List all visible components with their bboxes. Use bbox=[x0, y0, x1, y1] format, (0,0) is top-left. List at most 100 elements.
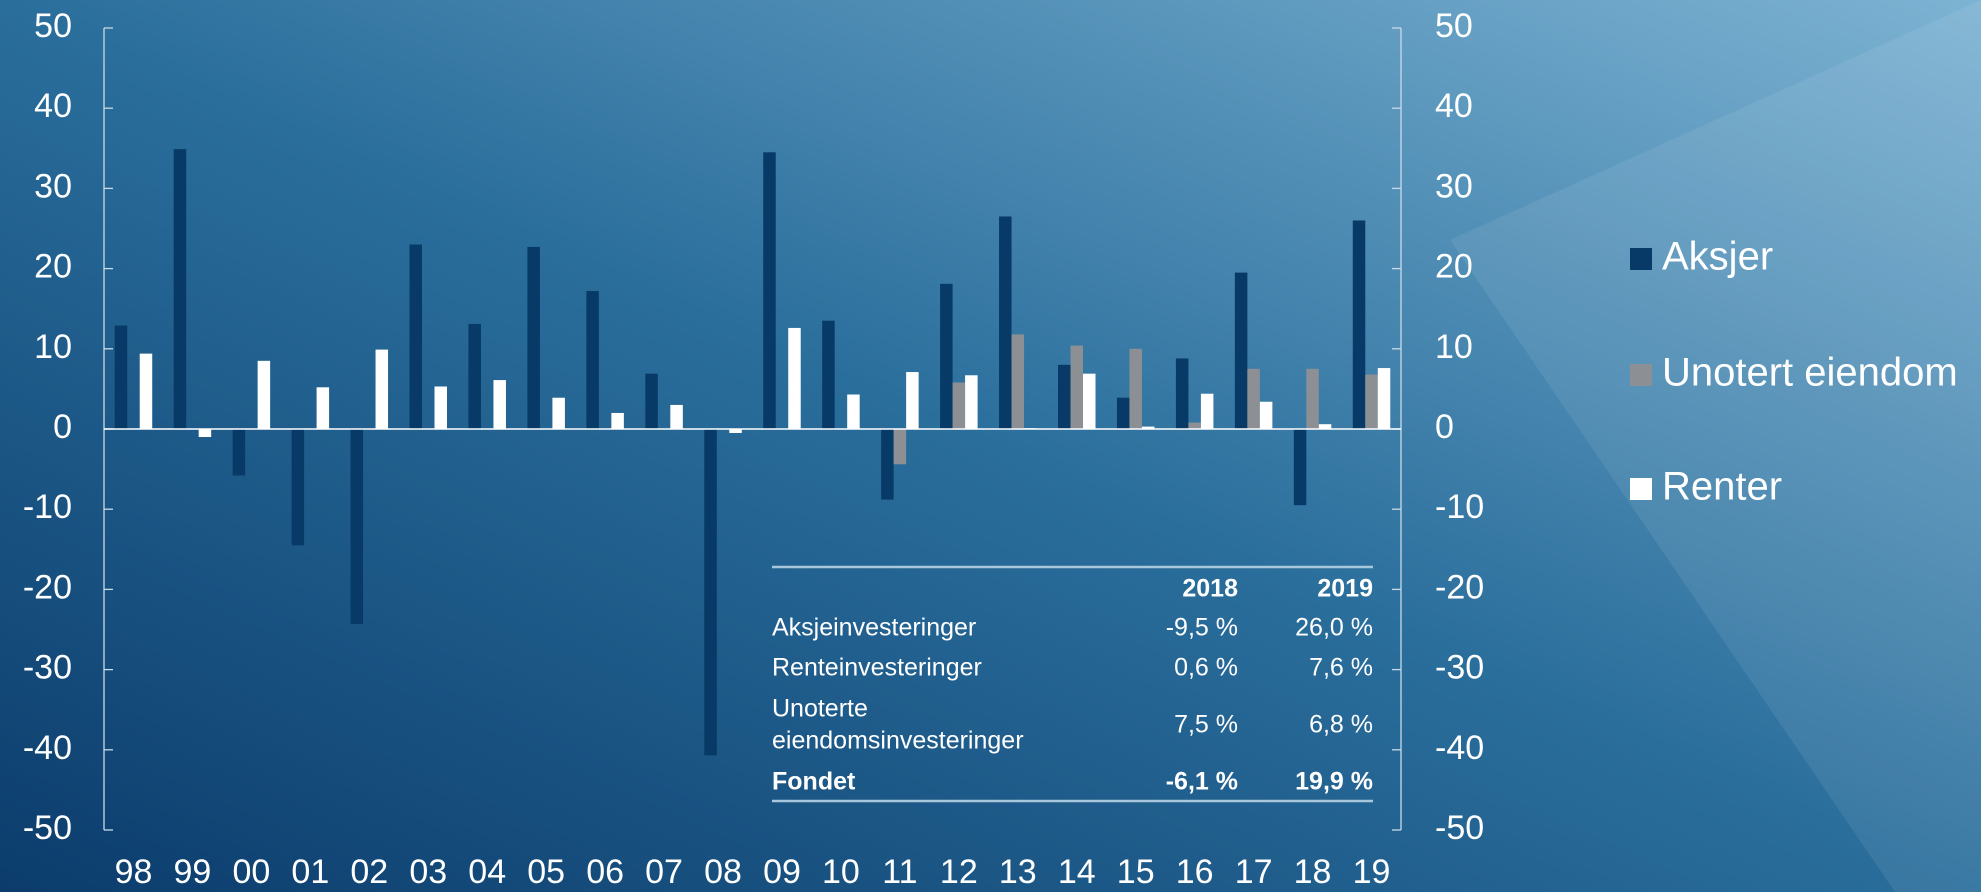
y-tick-label: 10 bbox=[34, 328, 72, 366]
bar bbox=[1011, 334, 1025, 429]
x-tick-label: 98 bbox=[115, 853, 153, 891]
legend-label: Aksjer bbox=[1662, 235, 1773, 279]
y2-tick-label: 30 bbox=[1435, 167, 1473, 205]
x-tick-label: 13 bbox=[999, 853, 1037, 891]
bar bbox=[1175, 358, 1189, 429]
x-tick-label: 03 bbox=[409, 853, 447, 891]
legend-swatch bbox=[1630, 248, 1652, 270]
bar bbox=[1200, 393, 1214, 429]
legend-swatch bbox=[1630, 478, 1652, 500]
bar bbox=[1306, 368, 1319, 429]
bar bbox=[881, 429, 894, 500]
y-tick-label: -30 bbox=[23, 649, 72, 687]
y-tick-label: 50 bbox=[34, 7, 72, 45]
x-tick-label: 06 bbox=[586, 853, 624, 891]
x-tick-label: 04 bbox=[468, 853, 506, 891]
bar bbox=[788, 327, 801, 429]
y2-tick-label: -40 bbox=[1435, 729, 1484, 767]
y2-tick-label: 0 bbox=[1435, 408, 1454, 446]
x-tick-label: 17 bbox=[1235, 853, 1273, 891]
y2-tick-label: -20 bbox=[1435, 568, 1484, 606]
bar bbox=[1083, 373, 1096, 429]
y2-tick-label: -50 bbox=[1435, 809, 1484, 847]
bar bbox=[552, 397, 565, 429]
x-tick-label: 14 bbox=[1058, 853, 1096, 891]
bar bbox=[1318, 424, 1332, 429]
table-header: 2019 bbox=[1317, 575, 1373, 603]
bar bbox=[1234, 272, 1248, 429]
y-tick-label: -10 bbox=[23, 488, 72, 526]
y-tick-label: 40 bbox=[34, 87, 72, 125]
x-tick-label: 02 bbox=[350, 853, 388, 891]
y2-tick-label: 40 bbox=[1435, 87, 1473, 125]
bar bbox=[893, 429, 907, 465]
bar bbox=[586, 291, 599, 429]
bar bbox=[704, 429, 717, 756]
table-cell: -9,5 % bbox=[1166, 614, 1238, 642]
bar bbox=[434, 386, 447, 429]
x-tick-label: 19 bbox=[1353, 853, 1391, 891]
bar bbox=[1116, 397, 1130, 429]
bar bbox=[1070, 345, 1083, 429]
bar bbox=[527, 246, 540, 429]
bar bbox=[291, 429, 305, 546]
table-cell: 7,5 % bbox=[1174, 711, 1238, 739]
background-shape bbox=[1450, 0, 1981, 892]
bar bbox=[375, 349, 389, 429]
bar bbox=[729, 429, 742, 434]
x-tick-label: 09 bbox=[763, 853, 801, 891]
bar bbox=[906, 372, 919, 429]
bar bbox=[1058, 364, 1071, 429]
bar bbox=[114, 325, 128, 429]
x-tick-label: 00 bbox=[232, 853, 270, 891]
x-tick-label: 08 bbox=[704, 853, 742, 891]
table-row-label: Fondet bbox=[772, 768, 856, 796]
bar bbox=[409, 244, 422, 429]
y2-tick-label: -10 bbox=[1435, 488, 1484, 526]
bar bbox=[1293, 429, 1307, 506]
bar bbox=[1188, 422, 1201, 429]
legend-label: Renter bbox=[1662, 465, 1782, 509]
bar bbox=[350, 429, 364, 624]
bar bbox=[763, 152, 776, 429]
x-tick-label: 11 bbox=[882, 853, 917, 891]
bar bbox=[940, 283, 953, 429]
bar bbox=[173, 149, 187, 430]
bar bbox=[468, 323, 481, 429]
bar bbox=[999, 216, 1012, 429]
y-tick-label: -40 bbox=[23, 729, 72, 767]
table-cell: 6,8 % bbox=[1309, 711, 1373, 739]
bar bbox=[1365, 374, 1378, 429]
x-tick-label: 18 bbox=[1294, 853, 1332, 891]
bar bbox=[232, 429, 246, 476]
bar bbox=[493, 380, 506, 429]
bar bbox=[1247, 368, 1260, 429]
x-tick-label: 16 bbox=[1176, 853, 1214, 891]
table-cell: 19,9 % bbox=[1295, 768, 1373, 796]
bar bbox=[645, 373, 658, 429]
bar bbox=[1352, 220, 1366, 429]
legend-swatch bbox=[1630, 364, 1652, 386]
bar bbox=[847, 394, 860, 429]
table-cell: 0,6 % bbox=[1174, 654, 1238, 682]
bar bbox=[611, 412, 624, 429]
y2-tick-label: 50 bbox=[1435, 7, 1473, 45]
bar bbox=[257, 360, 271, 429]
x-tick-label: 99 bbox=[174, 853, 212, 891]
x-tick-label: 12 bbox=[940, 853, 978, 891]
table-header: 2018 bbox=[1182, 575, 1238, 603]
x-tick-label: 10 bbox=[822, 853, 860, 891]
y-tick-label: -20 bbox=[23, 568, 72, 606]
bar bbox=[198, 429, 212, 438]
bar bbox=[139, 353, 153, 429]
table-cell: 26,0 % bbox=[1295, 614, 1373, 642]
bar bbox=[1377, 368, 1391, 429]
legend-label: Unotert eiendom bbox=[1662, 351, 1958, 395]
bar bbox=[952, 382, 966, 429]
table-row-label: Unoterte bbox=[772, 695, 868, 723]
x-tick-label: 15 bbox=[1117, 853, 1155, 891]
x-tick-label: 05 bbox=[527, 853, 565, 891]
bar bbox=[1141, 426, 1155, 429]
